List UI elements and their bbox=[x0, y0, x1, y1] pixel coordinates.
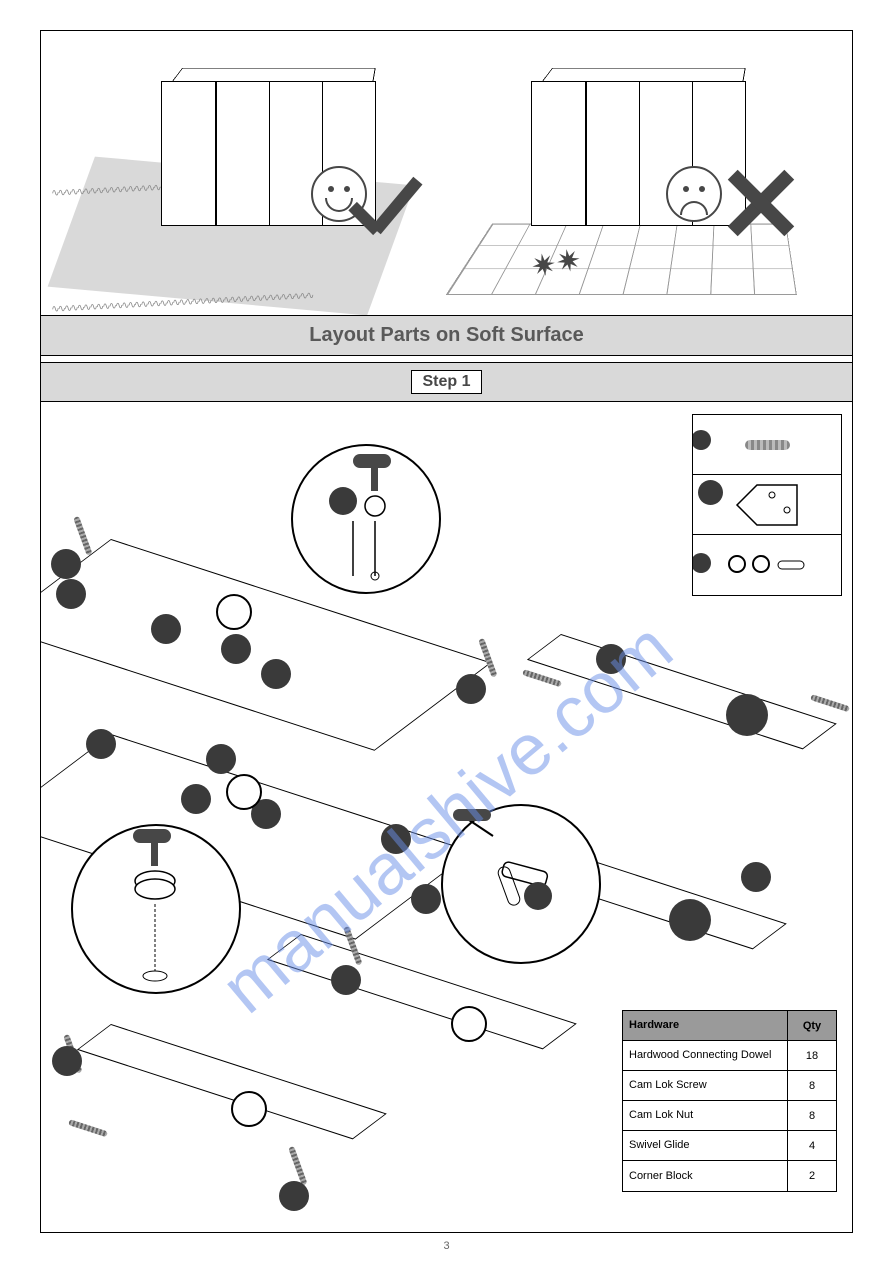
hardware-callout bbox=[692, 414, 842, 596]
dowel bbox=[810, 694, 850, 712]
marker-dot bbox=[411, 884, 441, 914]
corner-block-icon bbox=[727, 480, 807, 530]
marker-dot bbox=[698, 480, 723, 505]
marker-dot bbox=[221, 634, 251, 664]
detail-circle-cam bbox=[71, 824, 241, 994]
marker-dot bbox=[261, 659, 291, 689]
detail-circle-dowel bbox=[441, 804, 601, 964]
marker-dot bbox=[51, 549, 81, 579]
marker-dot bbox=[279, 1181, 309, 1211]
cam-lok-icon bbox=[728, 555, 806, 575]
section-banner: Layout Parts on Soft Surface bbox=[41, 316, 852, 356]
panel-f bbox=[77, 1024, 387, 1139]
sad-face-icon bbox=[666, 166, 722, 222]
page-border: ∿∿∿∿∿∿∿∿∿∿∿∿∿∿∿∿∿∿∿∿∿∿∿∿∿∿∿∿∿∿∿∿∿∿∿∿∿∿∿∿… bbox=[40, 30, 853, 1233]
part-id-circle bbox=[216, 594, 252, 630]
table-row: Cam Lok Nut 8 bbox=[623, 1101, 836, 1131]
marker-dot bbox=[86, 729, 116, 759]
dowel bbox=[522, 669, 562, 687]
assembly-diagram: manualshive.com Hardware Qty Hardwood Co… bbox=[41, 404, 852, 1232]
cross-icon bbox=[726, 168, 796, 238]
soft-surface-illustration: ∿∿∿∿∿∿∿∿∿∿∿∿∿∿∿∿∿∿∿∿∿∿∿∿∿∿∿∿∿∿∿∿∿∿∿∿∿∿∿∿… bbox=[41, 31, 852, 316]
dowel-icon bbox=[745, 440, 790, 450]
marker-dot bbox=[381, 824, 411, 854]
marker-dot bbox=[331, 965, 361, 995]
part-id-circle bbox=[669, 899, 711, 941]
marker-dot bbox=[596, 644, 626, 674]
part-id-circle bbox=[226, 774, 262, 810]
step-label: Step 1 bbox=[411, 370, 481, 394]
page-number: 3 bbox=[41, 1240, 852, 1252]
marker-dot bbox=[52, 1046, 82, 1076]
dowel bbox=[478, 638, 497, 678]
marker-dot bbox=[151, 614, 181, 644]
panel-c bbox=[527, 634, 837, 749]
detail-circle-hammer bbox=[291, 444, 441, 594]
parts-table: Hardware Qty Hardwood Connecting Dowel 1… bbox=[622, 1010, 837, 1192]
marker-dot bbox=[741, 862, 771, 892]
marker-dot bbox=[693, 553, 711, 573]
table-header: Hardware Qty bbox=[623, 1011, 836, 1041]
table-row: Swivel Glide 4 bbox=[623, 1131, 836, 1161]
dowel bbox=[68, 1119, 108, 1137]
header-name: Hardware bbox=[623, 1011, 788, 1040]
marker-dot bbox=[181, 784, 211, 814]
checkmark-icon bbox=[351, 171, 431, 241]
dowel bbox=[288, 1146, 307, 1186]
banner-title: Layout Parts on Soft Surface bbox=[309, 324, 584, 347]
marker-dot bbox=[456, 674, 486, 704]
step-banner: Step 1 bbox=[41, 362, 852, 402]
marker-dot bbox=[206, 744, 236, 774]
dowel bbox=[73, 516, 92, 556]
part-id-circle bbox=[451, 1006, 487, 1042]
part-id-circle bbox=[726, 694, 768, 736]
header-qty: Qty bbox=[788, 1011, 836, 1040]
part-id-circle bbox=[231, 1091, 267, 1127]
marker-dot bbox=[56, 579, 86, 609]
table-row: Cam Lok Screw 8 bbox=[623, 1071, 836, 1101]
table-row: Hardwood Connecting Dowel 18 bbox=[623, 1041, 836, 1071]
table-row: Corner Block 2 bbox=[623, 1161, 836, 1191]
marker-dot bbox=[693, 430, 711, 450]
